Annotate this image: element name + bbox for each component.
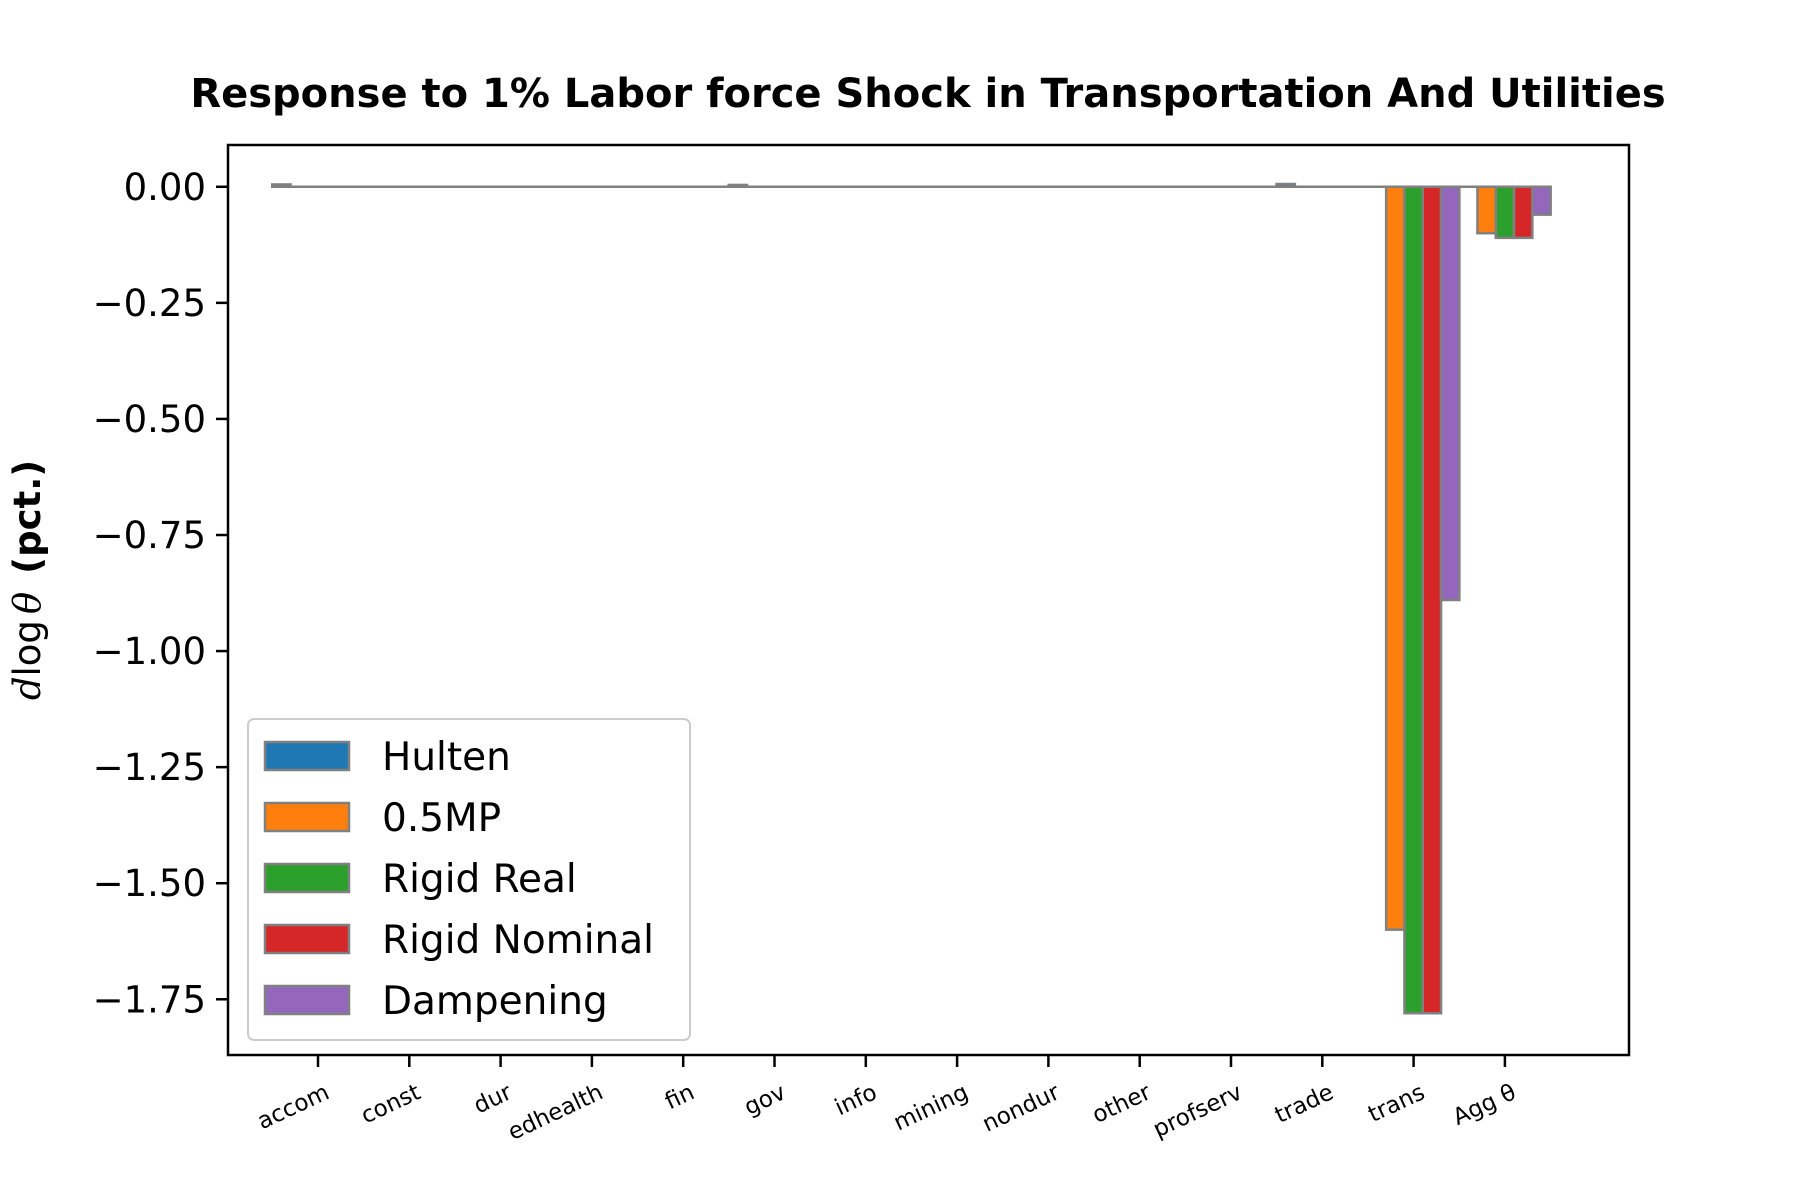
- x-tick-label: Agg θ: [1449, 1079, 1520, 1131]
- x-tick-label: trans: [1364, 1079, 1429, 1128]
- plot-frame: [226, 143, 1631, 1057]
- x-tick-label: fin: [661, 1079, 698, 1115]
- y-axis-label: dlog θ (pct.): [6, 460, 49, 700]
- legend-swatch: [263, 984, 351, 1016]
- legend-box: [247, 718, 691, 1041]
- x-tick-label: edhealth: [504, 1079, 607, 1145]
- bar-rigid-real-12: [1403, 185, 1424, 1015]
- x-tick-label: accom: [254, 1079, 334, 1135]
- y-tick-label: −1.25: [93, 746, 206, 789]
- y-tick-label: −1.50: [93, 862, 206, 905]
- legend-label: 0.5MP: [382, 796, 501, 841]
- legend-swatch: [263, 740, 351, 772]
- y-tick-label: −0.50: [93, 398, 206, 441]
- x-tick-label: gov: [740, 1079, 789, 1120]
- bar-dampening-12: [1439, 185, 1461, 602]
- x-tick-label: dur: [470, 1079, 516, 1119]
- x-tick-label: info: [831, 1079, 881, 1121]
- legend-label: Dampening: [382, 979, 608, 1024]
- y-axis-label-theta: θ: [6, 592, 49, 614]
- y-axis-label-unit: (pct.): [6, 460, 49, 574]
- x-tick-label: other: [1088, 1079, 1155, 1129]
- y-tick-label: −0.75: [93, 514, 206, 557]
- y-tick-label: −1.75: [93, 978, 206, 1021]
- bar-rigid-real-13: [1494, 185, 1516, 240]
- legend-swatch: [263, 801, 351, 833]
- x-tick-label: nondur: [979, 1079, 1065, 1137]
- y-tick-label: −0.25: [93, 282, 206, 325]
- x-tick-label: trade: [1271, 1079, 1338, 1128]
- legend-swatch: [263, 923, 351, 955]
- y-axis-label-d: d: [6, 676, 49, 700]
- legend: Hulten 0.5MP Rigid Real Rigid Nominal Dampen…: [247, 718, 691, 1041]
- legend-swatch: [263, 862, 351, 894]
- y-tick-label: −1.00: [93, 630, 206, 673]
- bar-rigid-nominal-12: [1421, 185, 1443, 1015]
- x-tick-label: const: [357, 1079, 424, 1129]
- chart-title: Response to 1% Labor force Shock in Tran…: [190, 71, 1665, 117]
- legend-label: Hulten: [382, 735, 511, 780]
- y-axis-label-log: log: [6, 620, 49, 676]
- bar-0-5mp-12: [1384, 185, 1406, 931]
- svg-text:dlogθ(pct.): dlog θ (pct.): [6, 460, 49, 700]
- x-tick-label: mining: [890, 1079, 973, 1136]
- legend-label: Rigid Real: [382, 857, 577, 902]
- bar-0-5mp-13: [1476, 185, 1497, 235]
- y-tick-label: 0.00: [124, 166, 206, 209]
- bar-dampening-13: [1531, 185, 1552, 216]
- legend-label: Rigid Nominal: [382, 918, 654, 963]
- bar-rigid-nominal-13: [1512, 185, 1534, 240]
- x-tick-label: profserv: [1149, 1079, 1246, 1143]
